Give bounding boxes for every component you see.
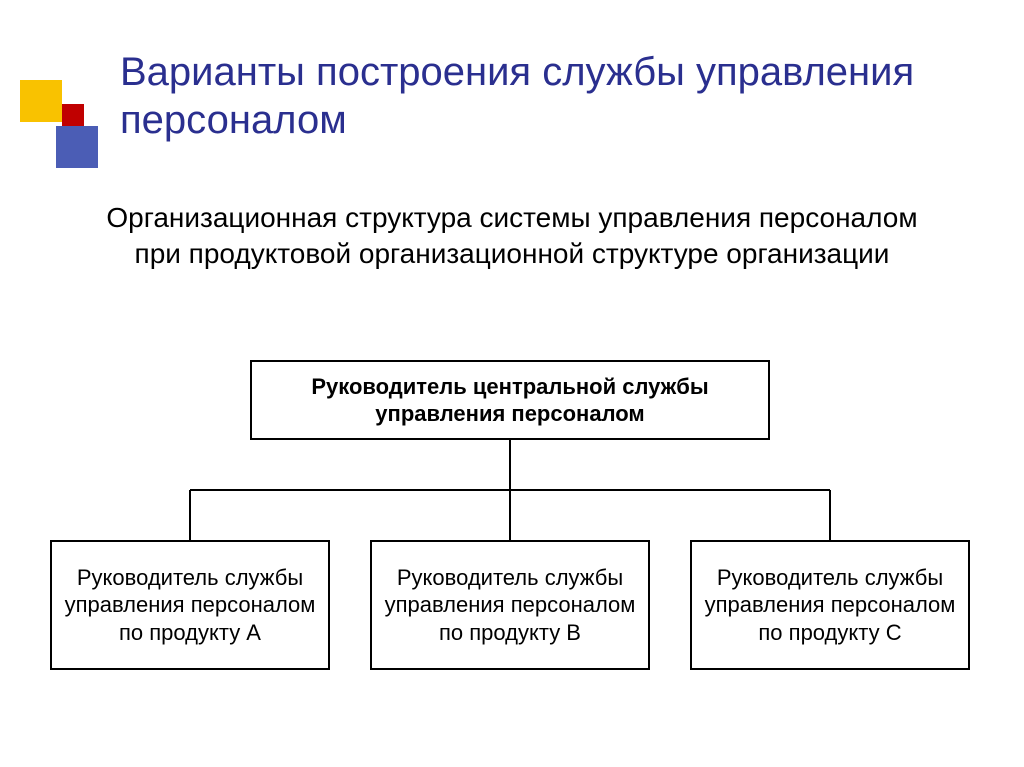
square-red-icon <box>62 104 84 126</box>
org-node-c: Руководитель службы управления персонало… <box>690 540 970 670</box>
org-node-root: Руководитель центральной службы управлен… <box>250 360 770 440</box>
subtitle-text: Организационная структура системы управл… <box>100 200 924 273</box>
org-node-a: Руководитель службы управления персонало… <box>50 540 330 670</box>
square-yellow-icon <box>20 80 62 122</box>
page-title: Варианты построения службы управления пе… <box>120 48 970 144</box>
decor-squares <box>0 80 120 200</box>
org-node-b: Руководитель службы управления персонало… <box>370 540 650 670</box>
square-blue-icon <box>56 126 98 168</box>
org-chart: Руководитель центральной службы управлен… <box>0 350 1024 730</box>
